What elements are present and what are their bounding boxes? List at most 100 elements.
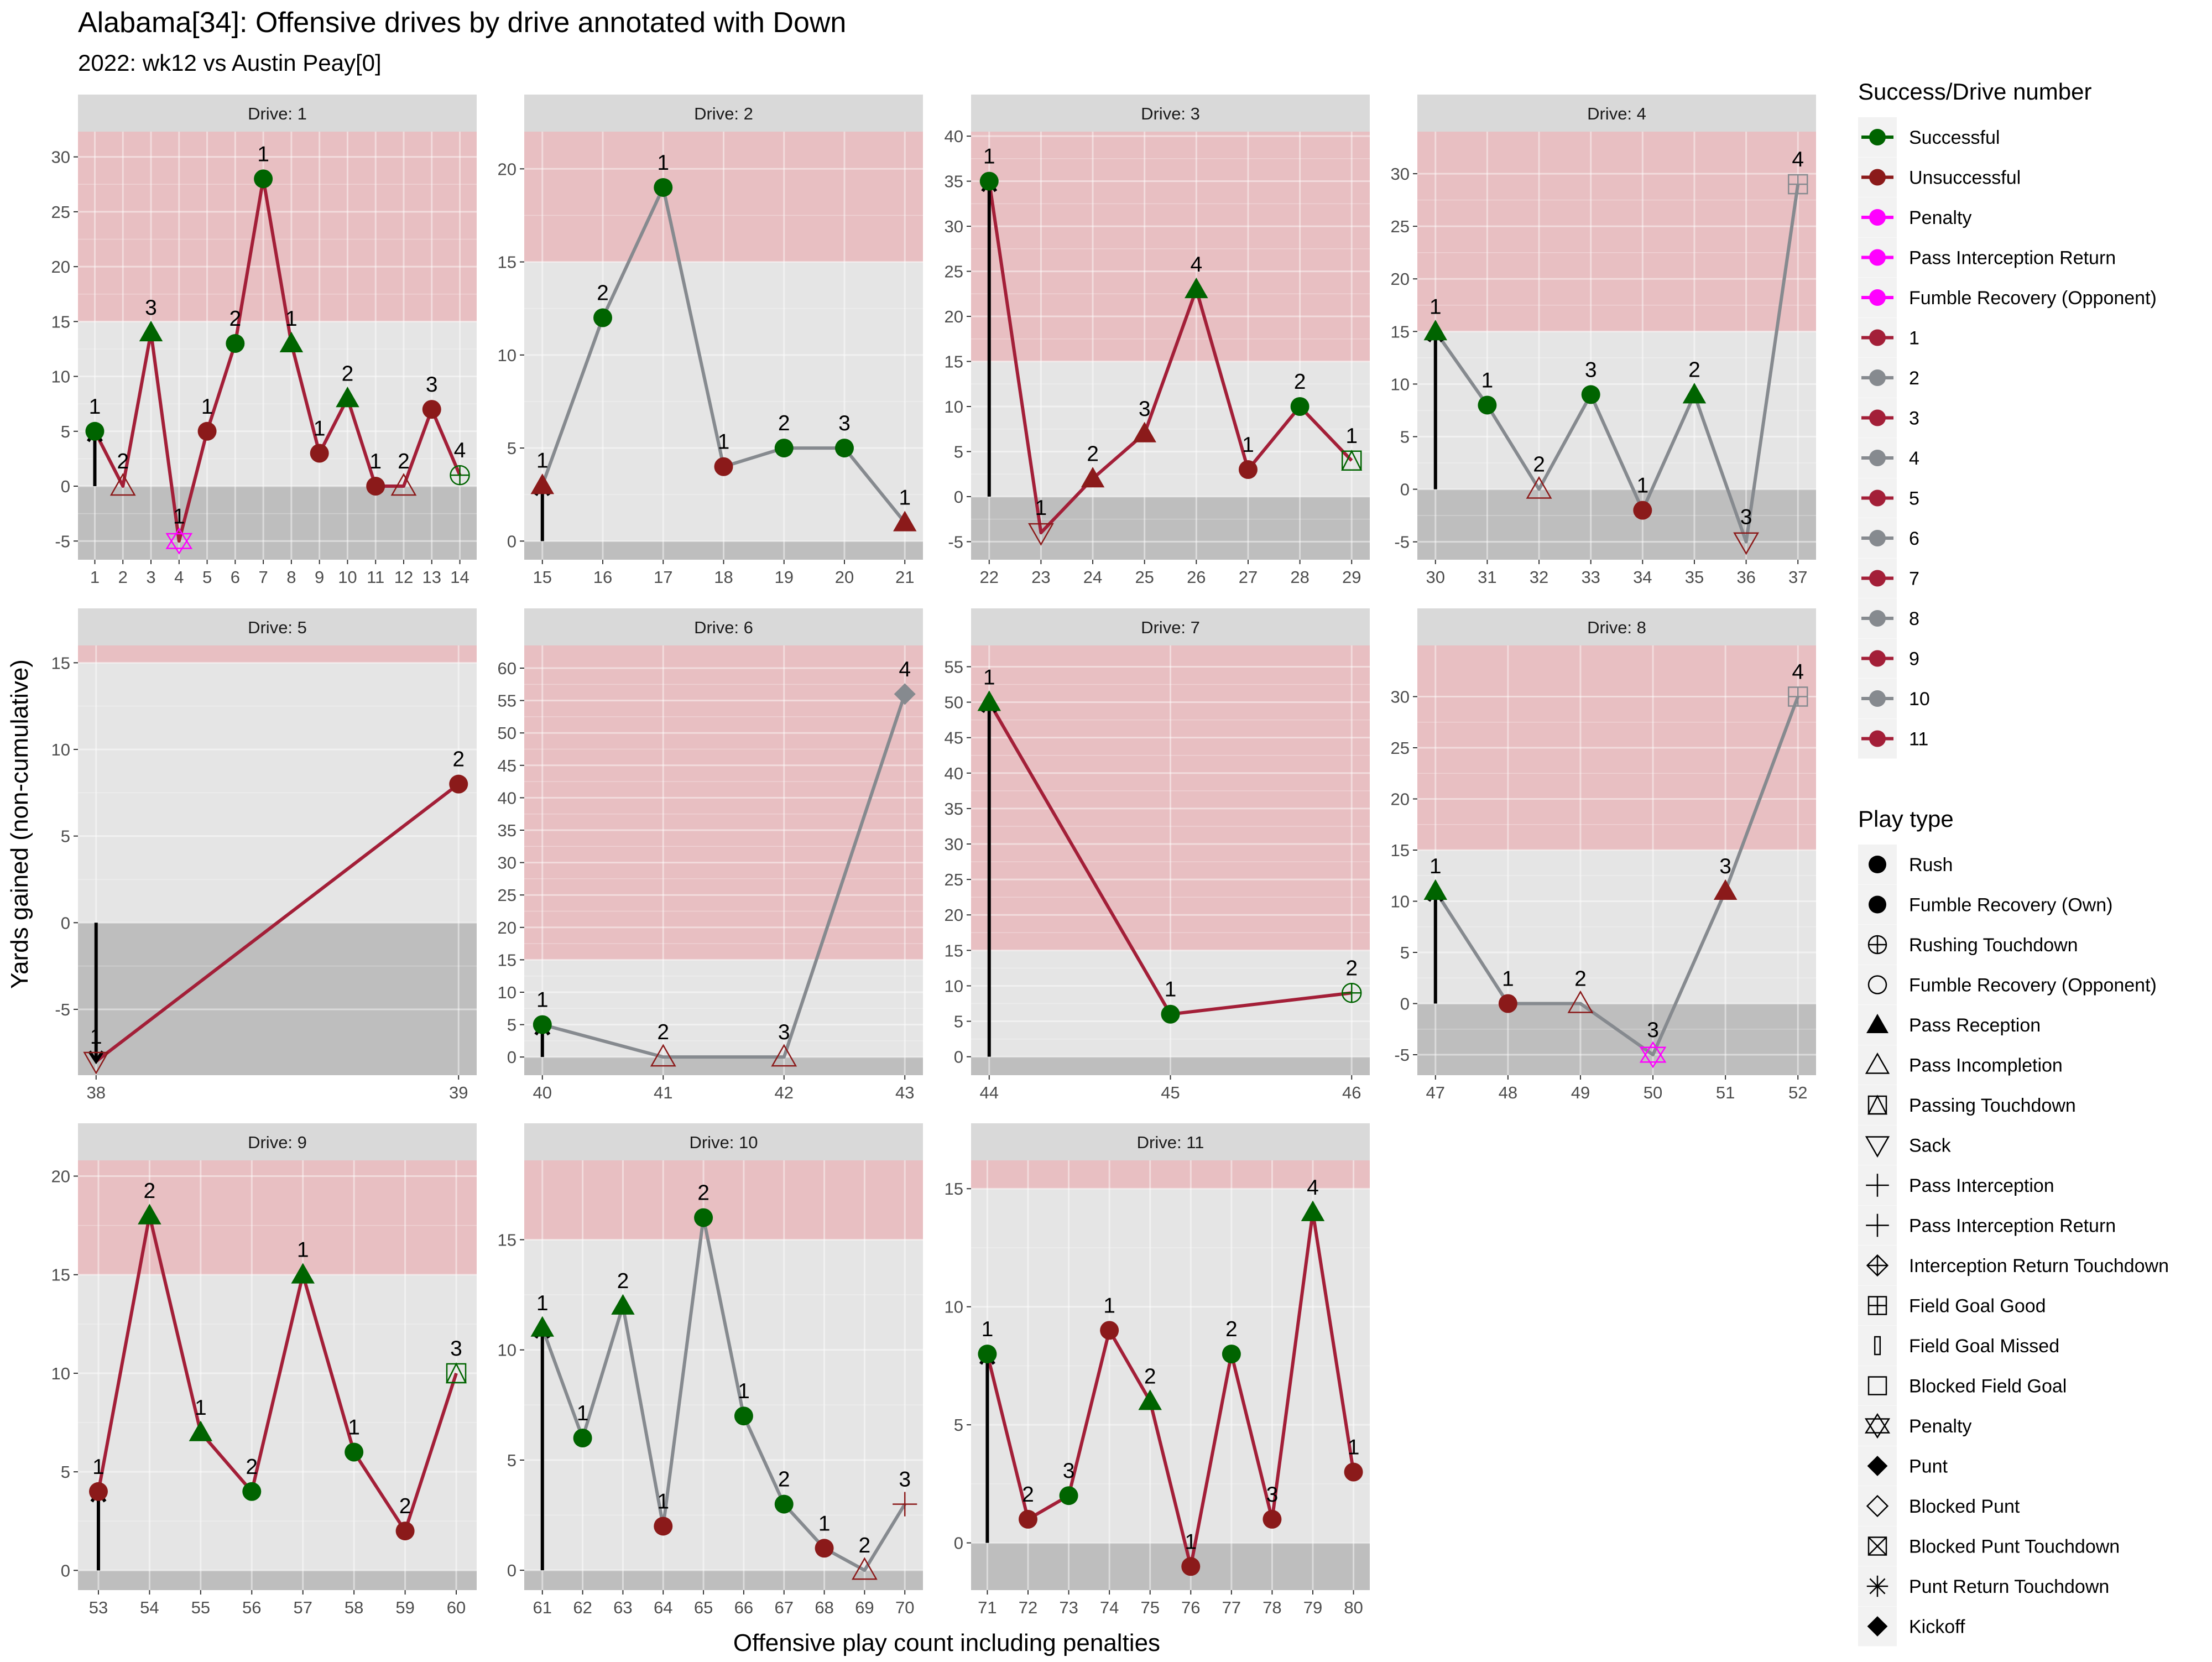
x-tick-label: 5 (202, 567, 212, 587)
x-tick-label: 20 (835, 567, 854, 587)
facet-strip-label: Drive: 7 (1141, 618, 1200, 637)
play-point (714, 457, 733, 476)
down-label: 2 (398, 450, 410, 473)
down-label: 1 (1430, 855, 1442, 878)
negative-yards-zone (524, 541, 923, 560)
legend-key-bg (1858, 1326, 1897, 1366)
y-tick-label: 30 (51, 148, 70, 167)
x-tick-label: 67 (775, 1598, 794, 1617)
y-tick-label: 40 (498, 788, 517, 807)
down-label: 2 (778, 411, 790, 435)
play-point (450, 465, 470, 486)
down-label: 3 (1266, 1483, 1279, 1507)
y-tick-label: 20 (945, 905, 963, 925)
x-tick-label: 15 (533, 567, 552, 587)
play-point (83, 1051, 109, 1075)
legend-key-shape (1866, 1575, 1888, 1597)
play-point (1181, 1557, 1201, 1576)
x-tick-label: 71 (978, 1598, 997, 1617)
y-tick-label: 25 (945, 870, 963, 889)
big-play-zone (524, 132, 923, 262)
down-label: 1 (1636, 474, 1648, 498)
y-tick-label: 10 (498, 346, 517, 365)
down-label: 2 (597, 282, 609, 305)
y-tick-label: 10 (945, 976, 963, 996)
play-point (977, 690, 1001, 711)
y-tick-label: 10 (1391, 892, 1410, 911)
legend-label: 4 (1909, 448, 1919, 469)
down-label: 1 (90, 1025, 102, 1049)
down-label: 2 (1345, 956, 1358, 980)
x-tick-label: 49 (1571, 1083, 1590, 1102)
play-point (979, 171, 999, 191)
y-tick-label: 10 (1391, 374, 1410, 394)
facet-panel-drive-11: Drive: 11 0 5 10 15 71 72 73 74 75 76 77 78 79 80 1 2 3 1 2… (945, 1123, 1370, 1617)
legend-label: Sack (1909, 1135, 1952, 1156)
legend-label: 3 (1909, 408, 1919, 429)
x-tick-label: 36 (1736, 567, 1755, 587)
down-label: 3 (1740, 506, 1752, 529)
legend-label: 11 (1909, 729, 1928, 750)
facet-strip (1417, 95, 1816, 132)
play-point (85, 421, 105, 441)
facet-strip-label: Drive: 9 (248, 1133, 307, 1152)
y-tick-label: 5 (507, 1451, 517, 1470)
play-point (345, 1442, 364, 1462)
down-label: 2 (246, 1455, 258, 1479)
legend-label: Successful (1909, 127, 2000, 148)
play-point (1185, 277, 1208, 299)
y-tick-label: 5 (1400, 427, 1410, 446)
play-point (1639, 1041, 1667, 1069)
legend-label: Blocked Punt Touchdown (1909, 1536, 2120, 1557)
legend-key-point (1869, 289, 1886, 306)
facet-strip (1417, 608, 1816, 645)
down-label: 2 (1574, 967, 1587, 991)
y-tick-label: 5 (507, 1015, 517, 1035)
legend-label: Rushing Touchdown (1909, 935, 2078, 956)
legend-label: Field Goal Good (1909, 1296, 2046, 1317)
down-label: 3 (838, 411, 851, 435)
legend-key-point (1869, 209, 1886, 226)
facet-strip (524, 608, 923, 645)
x-tick-label: 40 (533, 1083, 552, 1102)
y-tick-label: 0 (507, 1561, 517, 1580)
x-tick-label: 2 (118, 567, 128, 587)
down-label: 1 (657, 1489, 669, 1513)
legend-key-shape (1867, 1296, 1887, 1315)
legend-key-shape (1864, 1413, 1891, 1439)
legend-label: Punt Return Touchdown (1909, 1576, 2109, 1597)
x-tick-label: 73 (1059, 1598, 1078, 1617)
play-point (1100, 1321, 1119, 1340)
legend-label: Punt (1909, 1456, 1948, 1477)
legend-key-point (1869, 610, 1886, 627)
y-tick-label: 10 (945, 397, 963, 416)
legend-key-point (1869, 169, 1886, 186)
play-point (774, 1494, 794, 1514)
big-play-zone (971, 132, 1370, 362)
play-point (650, 1044, 676, 1067)
play-point (611, 1294, 635, 1315)
big-play-zone (1417, 132, 1816, 332)
play-point (165, 527, 193, 555)
legend-key-shape (1867, 975, 1887, 994)
x-tick-label: 13 (422, 567, 441, 587)
down-label: 1 (982, 1317, 994, 1341)
play-point (774, 439, 794, 458)
x-tick-label: 12 (394, 567, 413, 587)
play-point (654, 1517, 673, 1536)
legend-key-point (1869, 489, 1886, 507)
legend-label: Pass Interception Return (1909, 1216, 2116, 1237)
x-tick-label: 24 (1083, 567, 1102, 587)
down-label: 2 (1225, 1317, 1238, 1341)
y-tick-label: 20 (498, 918, 517, 937)
x-tick-label: 66 (734, 1598, 753, 1617)
legend-key-bg (1858, 1045, 1897, 1085)
y-tick-label: 10 (498, 983, 517, 1002)
x-tick-label: 22 (980, 567, 999, 587)
x-tick-label: 59 (395, 1598, 414, 1617)
down-label: 1 (285, 307, 298, 331)
facet-strip-label: Drive: 8 (1587, 618, 1646, 637)
x-tick-label: 63 (613, 1598, 632, 1617)
y-tick-label: 15 (945, 1179, 963, 1199)
down-label: 2 (859, 1534, 871, 1557)
